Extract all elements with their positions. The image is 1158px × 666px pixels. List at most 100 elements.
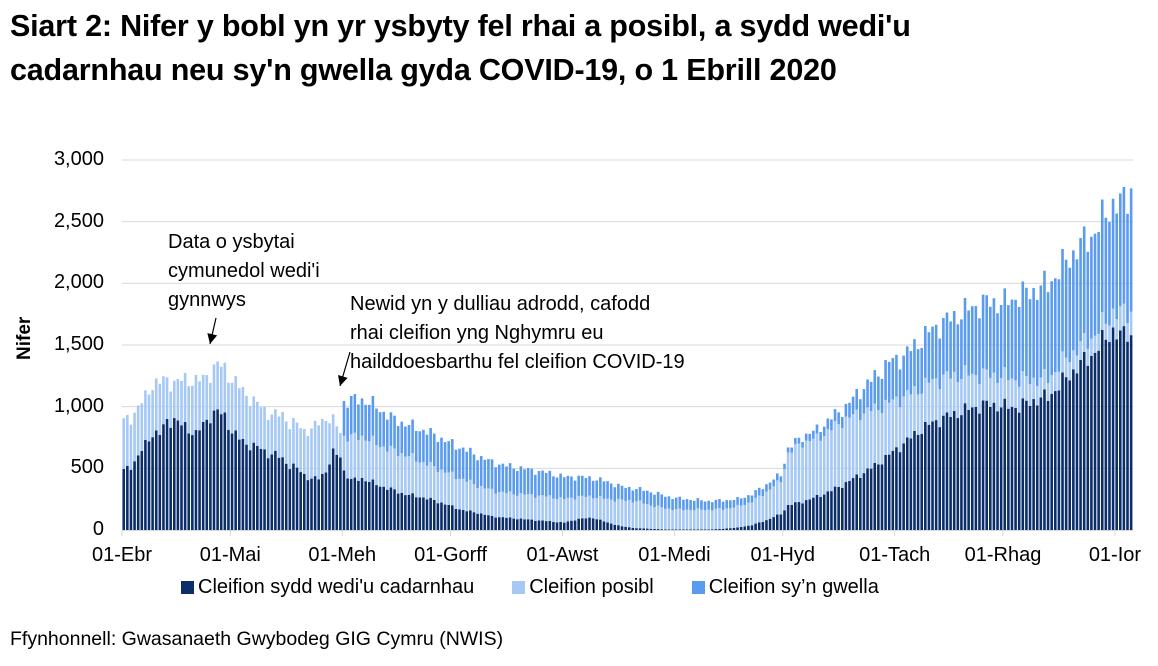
bar-segment: [591, 480, 595, 499]
bar-segment: [516, 471, 519, 496]
bar-segment: [162, 376, 165, 425]
bar-segment: [183, 422, 187, 530]
bar-segment: [981, 368, 985, 401]
bar-segment: [429, 428, 432, 462]
bar-segment: [194, 374, 198, 431]
bar-segment: [302, 473, 306, 530]
bar-segment: [497, 517, 501, 530]
bar-segment: [985, 295, 988, 370]
bar-segment: [1064, 259, 1068, 358]
bar-segment: [833, 486, 837, 530]
bar-segment: [425, 465, 429, 500]
bar-segment: [606, 481, 609, 499]
bar-segment: [548, 520, 552, 530]
bar-segment: [721, 509, 725, 529]
legend-swatch-suspected: [512, 581, 526, 594]
bar-segment: [162, 424, 165, 530]
bar-segment: [743, 497, 747, 505]
bar-segment: [516, 495, 519, 520]
bar-segment: [682, 529, 685, 530]
bar-segment: [703, 501, 707, 511]
bar-segment: [952, 371, 956, 412]
bar-segment: [411, 453, 414, 494]
bar-segment: [627, 486, 631, 501]
bar-segment: [154, 378, 158, 431]
bar-segment: [321, 473, 324, 530]
bar-segment: [432, 499, 436, 530]
bar-segment: [599, 477, 602, 497]
bar-segment: [432, 433, 436, 467]
bar-segment: [429, 461, 432, 498]
bar-segment: [400, 421, 404, 454]
bar-segment: [147, 394, 151, 442]
bar-segment: [725, 500, 729, 509]
bar-segment: [526, 519, 530, 530]
bar-segment: [1068, 362, 1072, 381]
bar-segment: [866, 379, 869, 408]
bar-segment: [364, 440, 367, 482]
bar-segment: [1003, 367, 1007, 399]
bar-segment: [703, 510, 707, 530]
bar-segment: [833, 421, 837, 487]
bar-segment: [830, 419, 833, 431]
bar-segment: [317, 425, 321, 480]
bar-segment: [754, 490, 757, 498]
bar-segment: [859, 420, 862, 478]
bar-segment: [1057, 390, 1061, 530]
bar-segment: [624, 526, 627, 530]
bar-segment: [357, 404, 360, 441]
bar-segment: [667, 496, 671, 509]
bar-segment: [512, 518, 515, 530]
bar-segment: [487, 459, 490, 489]
bar-segment: [916, 394, 920, 435]
bar-segment: [1122, 326, 1126, 530]
bar-segment: [877, 376, 880, 411]
bar-segment: [1118, 193, 1122, 307]
bar-segment: [804, 500, 808, 530]
chart-title-line-1: Siart 2: Nifer y bobl yn yr ysbyty fel r…: [10, 9, 911, 43]
bar-segment: [779, 482, 783, 515]
bar-segment: [653, 507, 656, 529]
bar-segment: [472, 454, 476, 485]
bar-segment: [700, 509, 703, 530]
bar-segment: [1003, 398, 1007, 530]
bar-segment: [364, 404, 367, 441]
bar-segment: [815, 433, 819, 495]
bar-segment: [508, 463, 512, 492]
bar-segment: [945, 312, 949, 372]
bar-segment: [219, 414, 223, 530]
bar-segment: [418, 462, 422, 498]
bar-segment: [172, 380, 176, 419]
bar-segment: [1068, 267, 1072, 363]
bar-segment: [313, 476, 317, 530]
bar-segment: [920, 433, 923, 530]
bar-segment: [1061, 248, 1064, 352]
bar-segment: [508, 517, 512, 530]
bar-segment: [996, 383, 999, 412]
bar-segment: [129, 469, 133, 530]
bar-segment: [599, 519, 602, 530]
bar-segment: [133, 461, 136, 530]
bar-segment: [357, 480, 360, 530]
source-note: Ffynhonnell: Gwasanaeth Gwybodeg GIG Cym…: [10, 628, 504, 650]
bar-segment: [458, 448, 461, 479]
bar-segment: [808, 441, 812, 500]
bar-segment: [313, 420, 317, 477]
bar-segment: [725, 508, 729, 529]
bar-segment: [389, 412, 393, 446]
bar-segment: [981, 400, 985, 530]
bar-segment: [999, 305, 1003, 379]
bar-segment: [519, 518, 523, 530]
bar-segment: [714, 499, 718, 509]
bar-segment: [848, 417, 851, 482]
bar-segment: [548, 470, 552, 496]
bar-segment: [1032, 377, 1035, 400]
bar-segment: [580, 475, 584, 496]
bar-segment: [1086, 365, 1090, 530]
legend-item-suspected: Cleifion posibl: [512, 576, 654, 599]
bar-segment: [1028, 405, 1032, 530]
bar-segment: [169, 427, 172, 530]
bar-segment: [808, 433, 812, 442]
bar-segment: [476, 488, 479, 514]
